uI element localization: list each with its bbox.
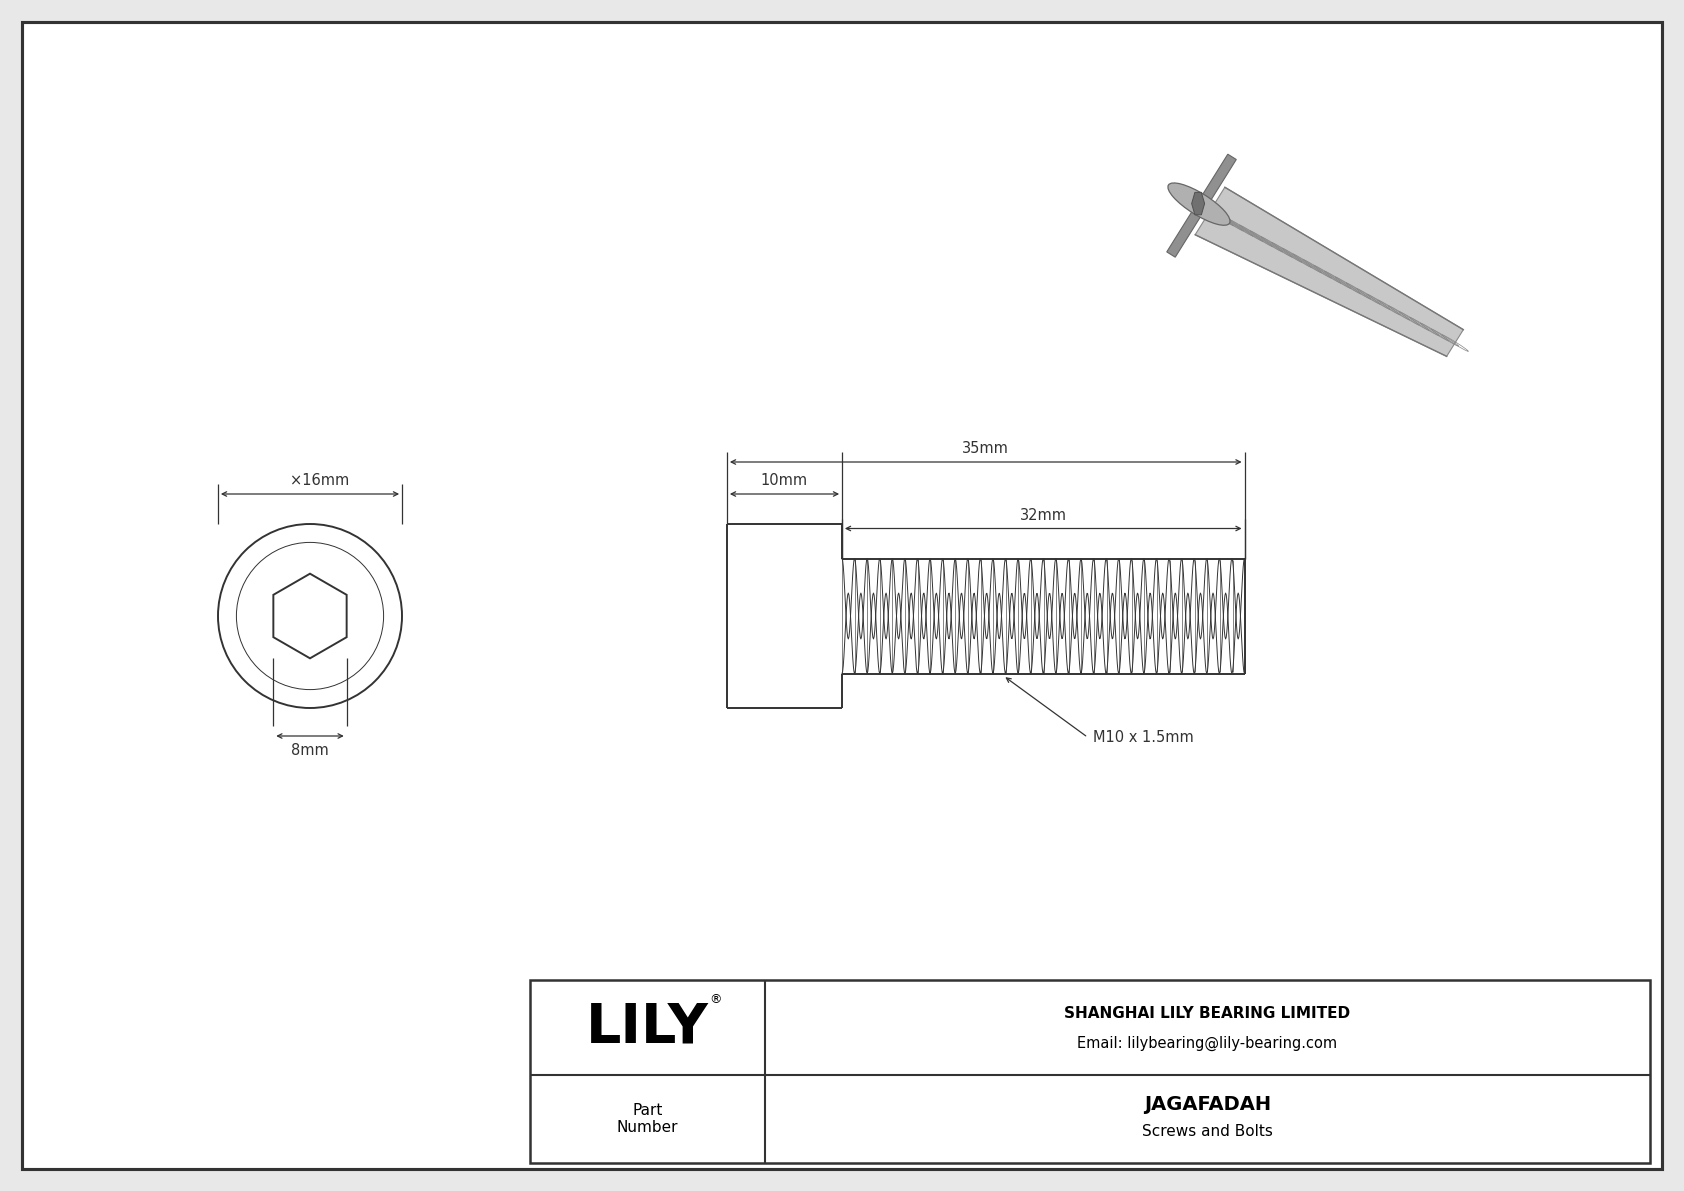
Text: SHANGHAI LILY BEARING LIMITED: SHANGHAI LILY BEARING LIMITED: [1064, 1006, 1351, 1021]
Text: Screws and Bolts: Screws and Bolts: [1142, 1124, 1273, 1140]
Text: LILY: LILY: [586, 1000, 709, 1054]
Bar: [530, 980, 1650, 1162]
Polygon shape: [1167, 154, 1236, 257]
Text: ×16mm: ×16mm: [290, 473, 350, 488]
Polygon shape: [1196, 187, 1463, 356]
Text: 8mm: 8mm: [291, 743, 328, 757]
Text: Part
Number: Part Number: [616, 1103, 679, 1135]
Text: Email: lilybearing@lily-bearing.com: Email: lilybearing@lily-bearing.com: [1078, 1036, 1337, 1052]
Text: JAGAFADAH: JAGAFADAH: [1143, 1095, 1271, 1114]
Text: 10mm: 10mm: [761, 473, 808, 488]
Text: ®: ®: [709, 993, 722, 1006]
Text: 35mm: 35mm: [962, 441, 1009, 456]
Text: 32mm: 32mm: [1021, 507, 1066, 523]
Polygon shape: [1192, 193, 1204, 214]
Text: M10 x 1.5mm: M10 x 1.5mm: [1093, 730, 1194, 746]
Ellipse shape: [1169, 183, 1229, 225]
